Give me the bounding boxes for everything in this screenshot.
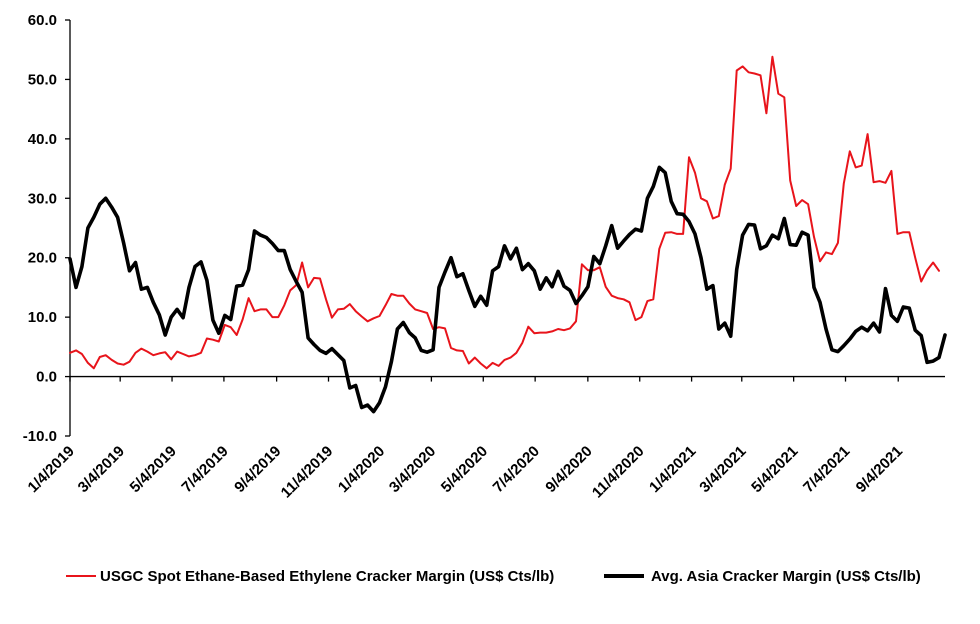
x-tick-label: 1/4/2019: [25, 443, 78, 496]
y-tick-label: 20.0: [28, 250, 57, 267]
legend-label-usgc: USGC Spot Ethane-Based Ethylene Cracker …: [100, 568, 554, 585]
y-tick-label: 10.0: [28, 309, 57, 326]
x-tick-label: 5/4/2020: [438, 443, 491, 496]
x-tick-label: 5/4/2021: [748, 443, 801, 496]
x-tick-label: 7/4/2019: [178, 443, 231, 496]
y-tick-label: 60.0: [28, 12, 57, 29]
y-axis: 60.0 50.0 40.0 30.0 20.0 10.0 0.0 -10.0: [23, 12, 71, 445]
series-line-asia: [68, 165, 947, 414]
x-tick-label: 3/4/2019: [75, 443, 128, 496]
x-tick-label: 11/4/2019: [278, 443, 337, 502]
y-tick-label: -10.0: [23, 428, 57, 445]
legend-item-asia: Avg. Asia Cracker Margin (US$ Cts/lb): [604, 568, 921, 585]
y-tick-label: 40.0: [28, 131, 57, 148]
series-line-usgc: [69, 55, 940, 370]
legend-label-asia: Avg. Asia Cracker Margin (US$ Cts/lb): [651, 568, 921, 585]
x-tick-label: 7/4/2020: [490, 443, 543, 496]
y-tick-label: 0.0: [36, 369, 57, 386]
y-tick-label: 50.0: [28, 71, 57, 88]
legend: USGC Spot Ethane-Based Ethylene Cracker …: [66, 568, 921, 585]
series-layer: [68, 55, 947, 414]
x-tick-label: 9/4/2021: [853, 443, 906, 496]
x-tick-label: 3/4/2021: [696, 443, 749, 496]
legend-item-usgc: USGC Spot Ethane-Based Ethylene Cracker …: [66, 568, 554, 585]
x-tick-label: 3/4/2020: [386, 443, 439, 496]
x-tick-label: 5/4/2019: [127, 443, 180, 496]
x-tick-label: 9/4/2020: [542, 443, 595, 496]
x-tick-label: 11/4/2020: [589, 443, 648, 502]
x-tick-label: 1/4/2021: [646, 443, 699, 496]
x-tick-label: 9/4/2019: [231, 443, 284, 496]
y-tick-label: 30.0: [28, 190, 57, 207]
x-tick-label: 7/4/2021: [800, 443, 853, 496]
x-tick-label: 1/4/2020: [335, 443, 388, 496]
